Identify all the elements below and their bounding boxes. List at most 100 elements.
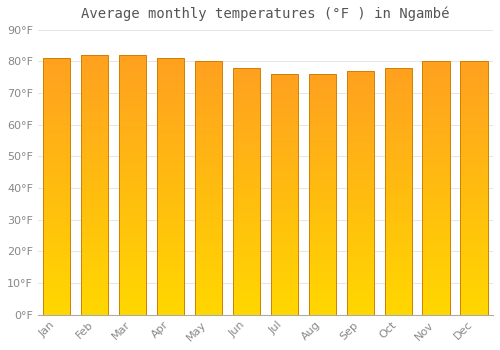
- Bar: [270, 300, 298, 303]
- Bar: [346, 260, 374, 263]
- Bar: [422, 286, 450, 289]
- Bar: [119, 282, 146, 286]
- Bar: [384, 234, 412, 238]
- Bar: [43, 148, 70, 151]
- Bar: [308, 297, 336, 300]
- Bar: [233, 275, 260, 278]
- Bar: [157, 151, 184, 154]
- Bar: [119, 260, 146, 263]
- Bar: [43, 273, 70, 276]
- Bar: [346, 208, 374, 211]
- Bar: [384, 216, 412, 219]
- Bar: [346, 202, 374, 205]
- Bar: [157, 193, 184, 196]
- Bar: [195, 166, 222, 169]
- Bar: [384, 86, 412, 89]
- Bar: [195, 217, 222, 220]
- Bar: [195, 248, 222, 251]
- Bar: [119, 305, 146, 308]
- Bar: [233, 145, 260, 148]
- Bar: [81, 191, 108, 195]
- Bar: [157, 190, 184, 193]
- Bar: [81, 120, 108, 123]
- Bar: [43, 222, 70, 225]
- Bar: [422, 175, 450, 178]
- Bar: [346, 74, 374, 77]
- Bar: [81, 273, 108, 276]
- Bar: [81, 149, 108, 152]
- Bar: [384, 167, 412, 169]
- Bar: [422, 207, 450, 210]
- Bar: [233, 191, 260, 194]
- Bar: [346, 83, 374, 86]
- Bar: [119, 107, 146, 110]
- Bar: [308, 261, 336, 264]
- Bar: [157, 90, 184, 93]
- Bar: [270, 312, 298, 315]
- Bar: [195, 83, 222, 86]
- Bar: [43, 129, 70, 132]
- Bar: [346, 177, 374, 181]
- Bar: [119, 273, 146, 276]
- Bar: [422, 226, 450, 229]
- Bar: [119, 292, 146, 295]
- Bar: [195, 207, 222, 210]
- Bar: [460, 160, 487, 163]
- Bar: [233, 210, 260, 213]
- Bar: [233, 225, 260, 228]
- Bar: [460, 90, 487, 93]
- Bar: [460, 188, 487, 191]
- Bar: [346, 287, 374, 290]
- Bar: [422, 160, 450, 163]
- Bar: [308, 222, 336, 224]
- Bar: [270, 239, 298, 243]
- Bar: [384, 225, 412, 228]
- Bar: [81, 230, 108, 233]
- Bar: [384, 108, 412, 111]
- Bar: [119, 208, 146, 211]
- Bar: [422, 229, 450, 232]
- Bar: [384, 296, 412, 299]
- Bar: [460, 214, 487, 217]
- Bar: [43, 87, 70, 90]
- Bar: [460, 140, 487, 143]
- Bar: [43, 58, 70, 61]
- Bar: [422, 220, 450, 223]
- Bar: [157, 202, 184, 206]
- Bar: [270, 122, 298, 125]
- Bar: [195, 258, 222, 261]
- Bar: [81, 182, 108, 185]
- Bar: [270, 83, 298, 86]
- Bar: [119, 217, 146, 220]
- Bar: [422, 83, 450, 86]
- Bar: [119, 172, 146, 175]
- Bar: [157, 257, 184, 260]
- Bar: [195, 178, 222, 182]
- Bar: [43, 74, 70, 77]
- Bar: [195, 125, 222, 128]
- Bar: [157, 170, 184, 174]
- Bar: [460, 118, 487, 121]
- Bar: [308, 246, 336, 248]
- Bar: [157, 215, 184, 218]
- Bar: [270, 233, 298, 237]
- Bar: [270, 282, 298, 285]
- Bar: [157, 58, 184, 315]
- Bar: [384, 259, 412, 262]
- Bar: [384, 309, 412, 312]
- Bar: [233, 228, 260, 231]
- Bar: [157, 283, 184, 286]
- Bar: [157, 218, 184, 222]
- Bar: [119, 117, 146, 120]
- Bar: [43, 61, 70, 64]
- Bar: [422, 217, 450, 220]
- Bar: [308, 200, 336, 203]
- Bar: [346, 122, 374, 126]
- Bar: [119, 312, 146, 315]
- Bar: [460, 128, 487, 131]
- Bar: [422, 134, 450, 137]
- Bar: [270, 203, 298, 206]
- Bar: [157, 84, 184, 87]
- Bar: [346, 266, 374, 269]
- Bar: [195, 140, 222, 143]
